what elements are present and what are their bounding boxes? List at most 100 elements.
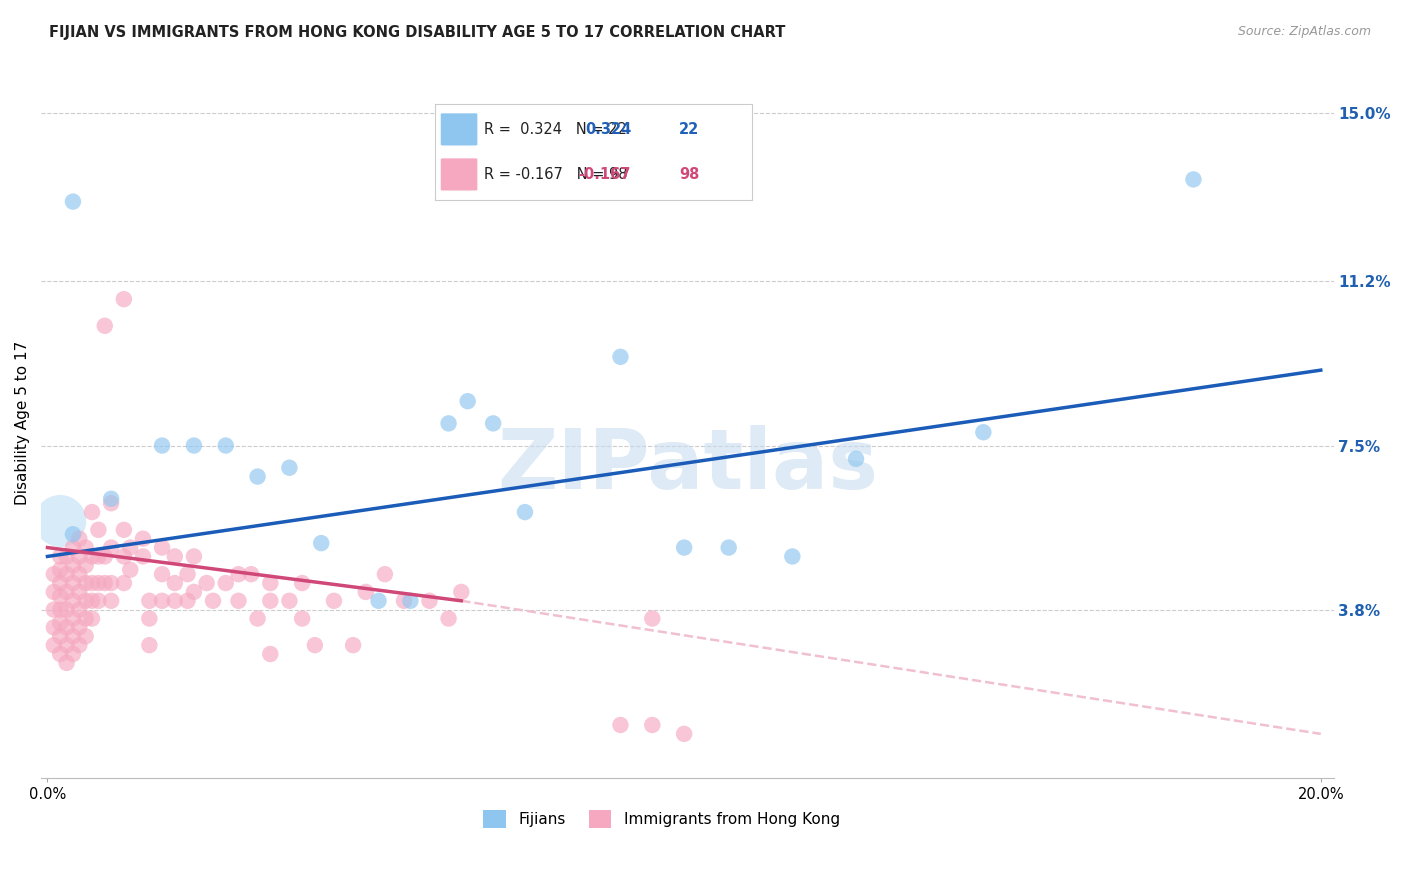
Point bbox=[641, 718, 664, 732]
Point bbox=[67, 549, 90, 564]
Point bbox=[195, 576, 218, 591]
Point bbox=[80, 549, 103, 564]
Point bbox=[354, 585, 377, 599]
Point bbox=[62, 558, 84, 573]
Point bbox=[609, 718, 631, 732]
Point bbox=[42, 638, 65, 652]
Point bbox=[201, 594, 224, 608]
Point bbox=[163, 549, 186, 564]
Point bbox=[1182, 172, 1205, 186]
Text: FIJIAN VS IMMIGRANTS FROM HONG KONG DISABILITY AGE 5 TO 17 CORRELATION CHART: FIJIAN VS IMMIGRANTS FROM HONG KONG DISA… bbox=[49, 25, 786, 40]
Point bbox=[215, 438, 238, 452]
Point bbox=[240, 567, 263, 582]
Point bbox=[246, 611, 269, 625]
Point bbox=[513, 505, 536, 519]
Point bbox=[42, 567, 65, 582]
Point bbox=[176, 567, 198, 582]
Point bbox=[67, 602, 90, 616]
Point bbox=[437, 417, 460, 431]
Point bbox=[228, 594, 250, 608]
Point bbox=[75, 611, 97, 625]
Point bbox=[100, 541, 122, 555]
Point bbox=[62, 527, 84, 541]
Point bbox=[482, 417, 505, 431]
Point bbox=[87, 549, 110, 564]
Point bbox=[94, 318, 117, 333]
Point bbox=[100, 496, 122, 510]
Point bbox=[399, 594, 422, 608]
Point bbox=[278, 460, 301, 475]
Point bbox=[374, 567, 396, 582]
Point bbox=[673, 541, 696, 555]
Point bbox=[112, 292, 135, 306]
Point bbox=[62, 647, 84, 661]
Point bbox=[450, 585, 472, 599]
Point bbox=[55, 585, 77, 599]
Point bbox=[112, 576, 135, 591]
Point bbox=[80, 505, 103, 519]
Point bbox=[163, 576, 186, 591]
Point bbox=[55, 656, 77, 670]
Point bbox=[67, 585, 90, 599]
Point bbox=[163, 594, 186, 608]
Text: ZIPatlas: ZIPatlas bbox=[496, 425, 877, 507]
Point bbox=[100, 576, 122, 591]
Point bbox=[87, 576, 110, 591]
Point bbox=[62, 194, 84, 209]
Point bbox=[49, 615, 72, 630]
Point bbox=[782, 549, 804, 564]
Point bbox=[150, 438, 173, 452]
Point bbox=[75, 629, 97, 643]
Point bbox=[246, 469, 269, 483]
Point bbox=[62, 629, 84, 643]
Point bbox=[309, 536, 332, 550]
Point bbox=[392, 594, 415, 608]
Point bbox=[259, 647, 281, 661]
Point bbox=[259, 594, 281, 608]
Point bbox=[49, 590, 72, 604]
Point bbox=[138, 611, 160, 625]
Point bbox=[259, 576, 281, 591]
Point bbox=[75, 576, 97, 591]
Point bbox=[120, 563, 142, 577]
Point bbox=[42, 602, 65, 616]
Point bbox=[94, 576, 117, 591]
Point bbox=[62, 541, 84, 555]
Point bbox=[138, 594, 160, 608]
Text: Source: ZipAtlas.com: Source: ZipAtlas.com bbox=[1237, 25, 1371, 38]
Point bbox=[138, 638, 160, 652]
Point bbox=[367, 594, 389, 608]
Point bbox=[342, 638, 364, 652]
Point bbox=[67, 638, 90, 652]
Point bbox=[132, 532, 155, 546]
Point bbox=[972, 425, 994, 440]
Point bbox=[673, 727, 696, 741]
Point bbox=[49, 647, 72, 661]
Point bbox=[100, 491, 122, 506]
Point bbox=[112, 549, 135, 564]
Point bbox=[215, 576, 238, 591]
Point bbox=[62, 611, 84, 625]
Point bbox=[183, 438, 205, 452]
Point bbox=[323, 594, 346, 608]
Point bbox=[42, 585, 65, 599]
Point bbox=[49, 549, 72, 564]
Point bbox=[150, 567, 173, 582]
Point bbox=[80, 576, 103, 591]
Point bbox=[418, 594, 440, 608]
Point bbox=[75, 541, 97, 555]
Point bbox=[87, 594, 110, 608]
Point bbox=[183, 585, 205, 599]
Point bbox=[62, 594, 84, 608]
Point bbox=[183, 549, 205, 564]
Point bbox=[228, 567, 250, 582]
Point bbox=[55, 549, 77, 564]
Point bbox=[62, 576, 84, 591]
Point bbox=[67, 567, 90, 582]
Point bbox=[49, 602, 72, 616]
Point bbox=[55, 620, 77, 634]
Point bbox=[132, 549, 155, 564]
Point bbox=[100, 594, 122, 608]
Point bbox=[49, 629, 72, 643]
Point bbox=[55, 567, 77, 582]
